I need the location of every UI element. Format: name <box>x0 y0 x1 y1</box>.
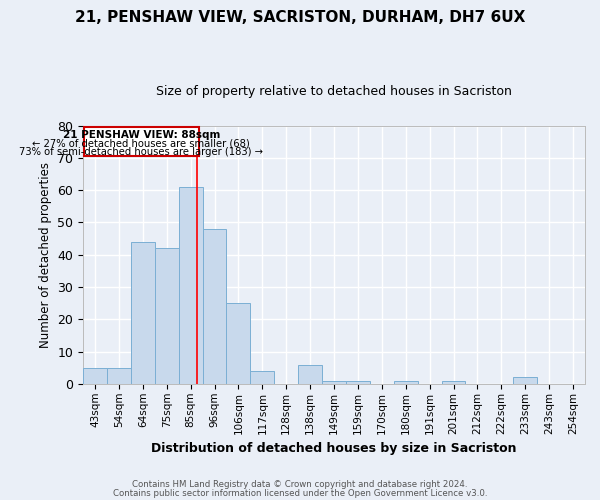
Bar <box>203 229 226 384</box>
FancyBboxPatch shape <box>83 127 199 156</box>
Bar <box>298 364 322 384</box>
Text: Contains HM Land Registry data © Crown copyright and database right 2024.: Contains HM Land Registry data © Crown c… <box>132 480 468 489</box>
Title: Size of property relative to detached houses in Sacriston: Size of property relative to detached ho… <box>156 85 512 98</box>
Text: ← 27% of detached houses are smaller (68): ← 27% of detached houses are smaller (68… <box>32 138 250 148</box>
Text: 21, PENSHAW VIEW, SACRISTON, DURHAM, DH7 6UX: 21, PENSHAW VIEW, SACRISTON, DURHAM, DH7… <box>75 10 525 25</box>
Bar <box>250 371 274 384</box>
Bar <box>155 248 179 384</box>
Text: 21 PENSHAW VIEW: 88sqm: 21 PENSHAW VIEW: 88sqm <box>62 130 220 140</box>
Bar <box>179 187 203 384</box>
Text: Contains public sector information licensed under the Open Government Licence v3: Contains public sector information licen… <box>113 488 487 498</box>
Text: 73% of semi-detached houses are larger (183) →: 73% of semi-detached houses are larger (… <box>19 146 263 156</box>
Bar <box>346 380 370 384</box>
Bar <box>131 242 155 384</box>
Bar <box>107 368 131 384</box>
Bar <box>83 368 107 384</box>
Y-axis label: Number of detached properties: Number of detached properties <box>39 162 52 348</box>
Bar <box>442 380 466 384</box>
X-axis label: Distribution of detached houses by size in Sacriston: Distribution of detached houses by size … <box>151 442 517 455</box>
Bar <box>322 380 346 384</box>
Bar <box>394 380 418 384</box>
Bar <box>226 303 250 384</box>
Bar <box>513 378 537 384</box>
